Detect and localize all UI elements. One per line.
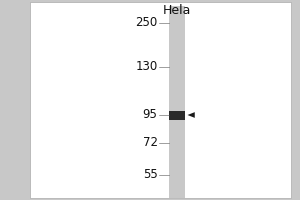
Bar [30,2,291,198]
Bar [169,110,184,119]
Text: 250: 250 [135,17,158,29]
Text: 95: 95 [142,108,158,121]
Bar [169,6,184,198]
Text: Hela: Hela [163,4,191,17]
Polygon shape [188,112,195,118]
Text: 72: 72 [142,136,158,149]
Text: 130: 130 [135,60,158,73]
Text: 55: 55 [143,168,158,182]
